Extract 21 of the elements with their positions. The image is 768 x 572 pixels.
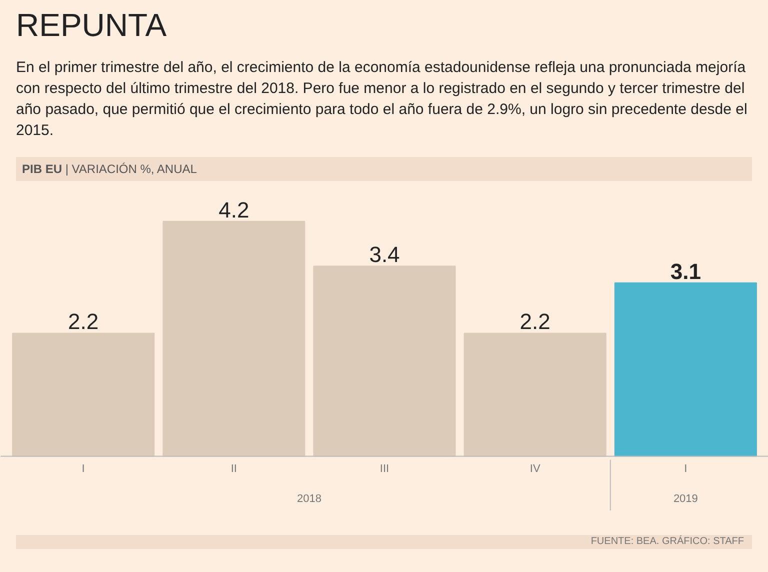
x-tick-label: II	[230, 463, 237, 476]
data-label: 3.1	[670, 258, 701, 284]
bar	[12, 332, 155, 457]
bar	[162, 220, 306, 457]
x-tick-label: IV	[530, 463, 541, 476]
bar	[313, 266, 456, 457]
text: 2018	[296, 493, 322, 506]
bar	[464, 332, 606, 457]
text: 2019	[673, 493, 698, 506]
chart-subtitle: En el primer trimestre del año, el crecimiento de la economía estadounidense refleja una pronunciada mejoría con respecto del último trimestre del 2018. Pero fue menor a lo registrado en el segundo y tercer trimestre del año pasado, que permitió que el crecimiento para todo el año fuera de 2.9%, un logro sin precedente desde el 2015.	[16, 58, 748, 141]
x-tick-label: I	[82, 463, 85, 476]
source-note: FUENTE: BEA. GRÁFICO: STAFF	[590, 535, 744, 549]
data-label: 2.2	[68, 309, 99, 334]
bar	[614, 282, 757, 457]
chart-title: REPUNTA	[16, 6, 167, 45]
data-label: 3.4	[369, 242, 400, 268]
y-axis-title: PIB EU | VARIACIÓN %, ANUAL	[22, 161, 197, 178]
data-label: 4.2	[218, 197, 250, 222]
data-label: 2.2	[520, 309, 550, 334]
x-tick-label: III	[380, 463, 390, 476]
x-tick-label: I	[684, 463, 688, 476]
